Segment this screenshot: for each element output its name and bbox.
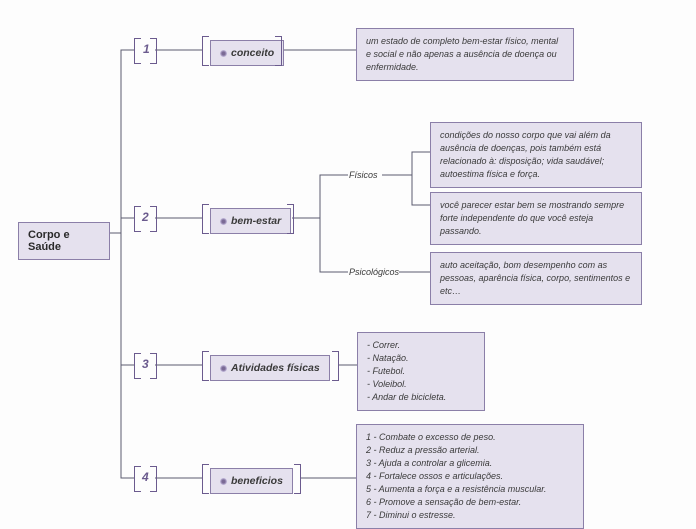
bracket bbox=[332, 351, 339, 381]
detail-fisicos2: você parecer estar bem se mostrando semp… bbox=[430, 192, 642, 245]
bracket bbox=[202, 351, 209, 381]
bracket bbox=[202, 204, 209, 234]
detail-psico: auto aceitação, bom desempenho com as pe… bbox=[430, 252, 642, 305]
bracket bbox=[134, 206, 141, 232]
bracket bbox=[150, 353, 157, 379]
bracket bbox=[202, 36, 209, 66]
branch-number: 4 bbox=[142, 470, 149, 484]
branch-number: 2 bbox=[142, 210, 149, 224]
node-conceito: conceito bbox=[210, 40, 284, 66]
bracket bbox=[150, 466, 157, 492]
node-label: beneficios bbox=[231, 475, 283, 487]
bracket bbox=[134, 38, 141, 64]
branch-number: 3 bbox=[142, 357, 149, 371]
label-psico: Psicológicos bbox=[349, 267, 399, 277]
bracket bbox=[275, 36, 282, 66]
detail-atividades: - Correr. - Natação. - Futebol. - Voleib… bbox=[357, 332, 485, 411]
bracket bbox=[150, 38, 157, 64]
node-beneficios: beneficios bbox=[210, 468, 293, 494]
detail-fisicos1: condições do nosso corpo que vai além da… bbox=[430, 122, 642, 188]
node-atividades: Atividades físicas bbox=[210, 355, 330, 381]
label-fisicos: Físicos bbox=[349, 170, 378, 180]
bracket bbox=[150, 206, 157, 232]
node-label: bem-estar bbox=[231, 215, 281, 227]
bracket bbox=[294, 464, 301, 494]
bracket bbox=[134, 466, 141, 492]
bracket bbox=[134, 353, 141, 379]
detail-beneficios: 1 - Combate o excesso de peso. 2 - Reduz… bbox=[356, 424, 584, 529]
node-label: Atividades físicas bbox=[231, 362, 320, 374]
bracket bbox=[202, 464, 209, 494]
bracket bbox=[287, 204, 294, 234]
root-node: Corpo e Saúde bbox=[18, 222, 110, 260]
branch-number: 1 bbox=[143, 42, 150, 56]
detail-conceito: um estado de completo bem-estar físico, … bbox=[356, 28, 574, 81]
node-label: conceito bbox=[231, 47, 274, 59]
node-bem-estar: bem-estar bbox=[210, 208, 291, 234]
